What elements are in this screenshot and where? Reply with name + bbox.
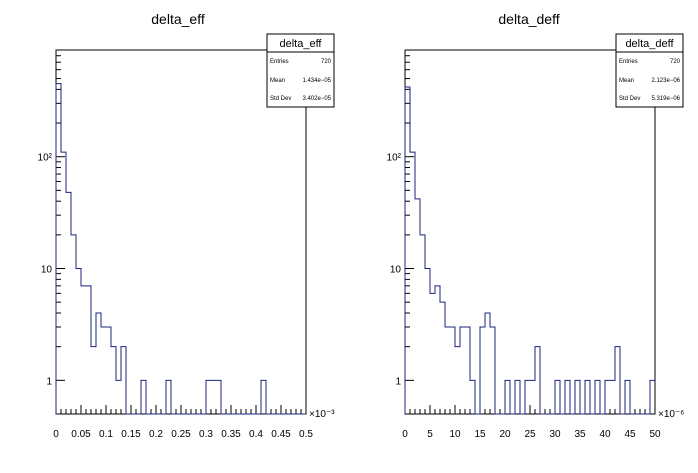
- x-tick-label: 5: [427, 429, 433, 440]
- x-tick-label: 35: [574, 429, 586, 440]
- stats-entries-label: Entries: [619, 59, 638, 65]
- y-tick-label: 1: [395, 376, 401, 387]
- x-tick-label: 0.25: [171, 429, 191, 440]
- x-tick-label: 0: [402, 429, 408, 440]
- stats-entries-value: 720: [321, 59, 332, 65]
- x-tick-label: 45: [624, 429, 636, 440]
- y-tick-label: 10²: [38, 153, 53, 164]
- x-exponent-label: ×10⁻³: [309, 409, 335, 420]
- x-tick-label: 15: [474, 429, 486, 440]
- stats-std-value: 5.319e−06: [651, 96, 680, 102]
- stats-title: delta_eff: [279, 38, 322, 50]
- chart-title: delta_eff: [151, 11, 205, 27]
- stats-mean-label: Mean: [619, 78, 634, 84]
- y-tick-label: 10: [41, 265, 53, 276]
- y-tick-label: 10²: [387, 153, 402, 164]
- stats-mean-value: 1.434e−05: [302, 78, 331, 84]
- stats-box-frame: [615, 33, 684, 108]
- x-tick-label: 30: [549, 429, 561, 440]
- stats-std-label: Std Dev: [270, 96, 291, 102]
- chart-title: delta_deff: [498, 11, 559, 27]
- x-tick-label: 0.4: [249, 429, 263, 440]
- x-tick-label: 0.2: [149, 429, 163, 440]
- x-tick-label: 0.45: [271, 429, 291, 440]
- stats-mean-label: Mean: [270, 78, 285, 84]
- histogram-line: [404, 86, 655, 415]
- x-tick-label: 0.15: [121, 429, 141, 440]
- histogram-delta-deff-canvas: delta_deff 1 10 10² 0 5 10 15 20 25 30 35 40 45 50 ×…: [387, 11, 685, 440]
- x-tick-label: 0.3: [199, 429, 213, 440]
- histogram-line: [55, 83, 306, 415]
- y-axis: 1 10 10²: [387, 49, 414, 387]
- stats-mean-value: 2.123e−06: [651, 78, 680, 84]
- x-tick-label: 20: [499, 429, 511, 440]
- x-axis: 0 0.05 0.1 0.15 0.2 0.25 0.3 0.35 0.4 0.45 0.5: [53, 405, 313, 440]
- x-tick-label: 0.35: [221, 429, 241, 440]
- x-tick-label: 0.5: [299, 429, 313, 440]
- x-exponent-label: ×10⁻⁶: [658, 409, 684, 420]
- x-tick-label: 50: [649, 429, 661, 440]
- x-axis: 0 5 10 15 20 25 30 35 40 45 50: [402, 405, 661, 440]
- x-tick-label: 40: [599, 429, 611, 440]
- histogram-delta-deff: delta_deff 1 10 10² 0 5 10 15 20 25 30 35 40 45 50 ×…: [349, 0, 698, 473]
- stats-title: delta_deff: [625, 38, 674, 50]
- y-tick-label: 1: [46, 376, 52, 387]
- x-tick-label: 25: [524, 429, 536, 440]
- stats-box: delta_eff Entries 720 Mean 1.434e−05 Std…: [266, 33, 335, 108]
- x-tick-label: 10: [449, 429, 461, 440]
- x-tick-label: 0: [53, 429, 59, 440]
- x-tick-label: 0.1: [99, 429, 113, 440]
- stats-box: delta_deff Entries 720 Mean 2.123e−06 St…: [615, 33, 684, 108]
- stats-box-frame: [266, 33, 335, 108]
- stats-entries-value: 720: [670, 59, 681, 65]
- y-tick-label: 10: [390, 265, 402, 276]
- stats-std-label: Std Dev: [619, 96, 640, 102]
- stats-entries-label: Entries: [270, 59, 289, 65]
- stats-std-value: 3.402e−05: [302, 96, 331, 102]
- histogram-delta-eff: delta_eff 1 10 10² 0 0.05 0.1 0.15 0.2 0.25 0.3 0…: [38, 11, 336, 440]
- y-axis: 1 10 10²: [38, 49, 65, 387]
- x-tick-label: 0.05: [71, 429, 91, 440]
